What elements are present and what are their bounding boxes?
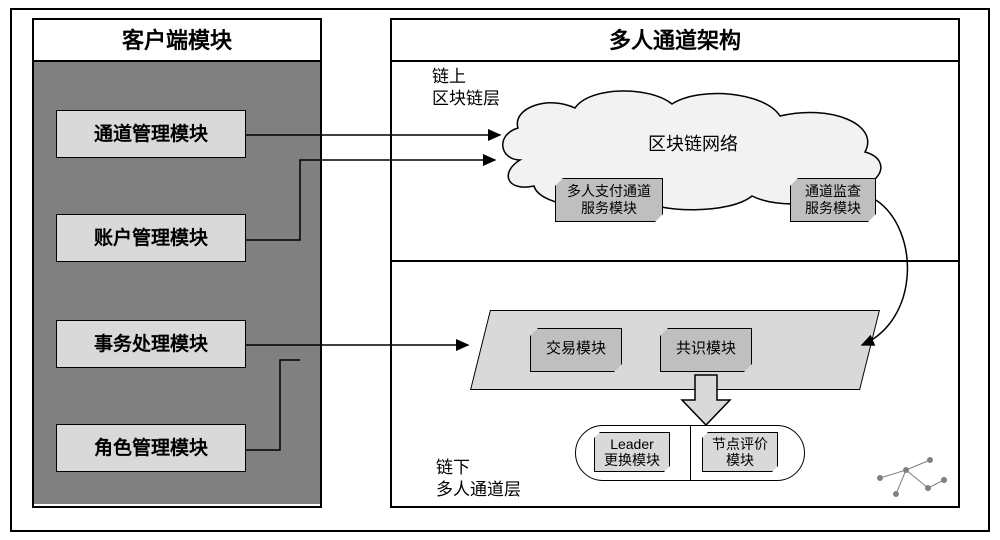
client-module-title: 客户端模块 [34, 20, 320, 62]
consensus-module-box: 共识模块 [660, 328, 752, 372]
network-graphic-icon [870, 450, 950, 500]
leader-l1: Leader [610, 436, 654, 452]
leader-change-box: Leader 更换模块 [594, 432, 670, 472]
node-eval-box: 节点评价 模块 [702, 432, 778, 472]
onchain-l2: 区块链层 [432, 89, 500, 108]
leader-l2: 更换模块 [604, 452, 660, 468]
monitor-l1: 通道监查 [805, 183, 861, 199]
payment-l1: 多人支付通道 [567, 183, 651, 199]
tx-module-box: 交易模块 [530, 328, 622, 372]
role-mgmt-box: 角色管理模块 [56, 424, 246, 472]
cloud-label: 区块链网络 [648, 130, 738, 156]
capsule-divider [690, 426, 691, 480]
channel-monitor-service-box: 通道监查 服务模块 [790, 178, 876, 222]
monitor-l2: 服务模块 [805, 200, 861, 216]
multi-channel-title: 多人通道架构 [392, 20, 958, 62]
account-mgmt-box: 账户管理模块 [56, 214, 246, 262]
payment-channel-service-box: 多人支付通道 服务模块 [555, 178, 663, 222]
offchain-l2: 多人通道层 [436, 480, 521, 499]
offchain-l1: 链下 [436, 458, 470, 477]
transaction-box: 事务处理模块 [56, 320, 246, 368]
eval-l2: 模块 [726, 452, 754, 468]
payment-l2: 服务模块 [581, 200, 637, 216]
onchain-l1: 链上 [432, 67, 466, 86]
onchain-label: 链上 区块链层 [432, 66, 500, 110]
client-module-panel: 客户端模块 通道管理模块 账户管理模块 事务处理模块 角色管理模块 [32, 18, 322, 508]
client-module-body: 通道管理模块 账户管理模块 事务处理模块 角色管理模块 [34, 62, 320, 504]
eval-l1: 节点评价 [712, 436, 768, 452]
channel-mgmt-box: 通道管理模块 [56, 110, 246, 158]
offchain-label: 链下 多人通道层 [436, 457, 521, 501]
